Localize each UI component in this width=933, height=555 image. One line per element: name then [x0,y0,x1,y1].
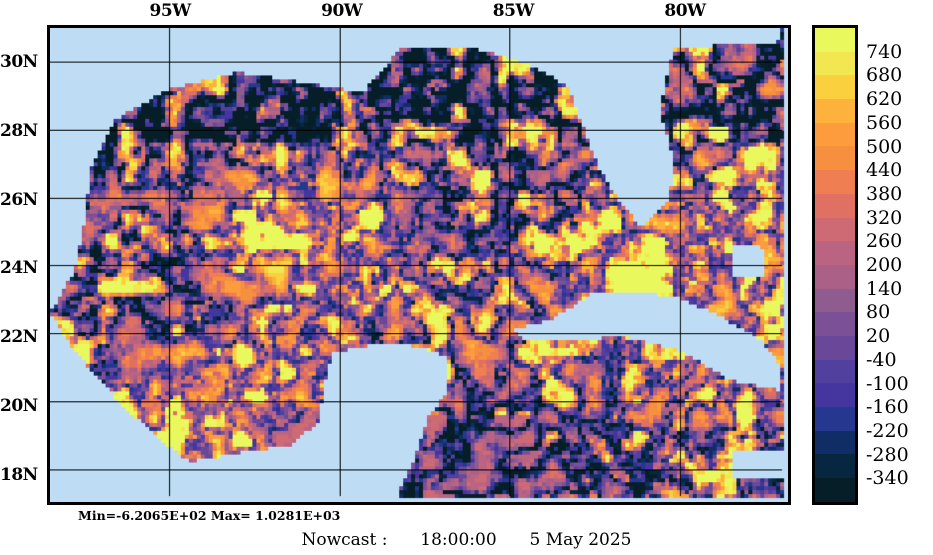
colorbar-band-3 [815,99,855,123]
nowcast-time: 18:00:00 [420,530,497,550]
colorbar-band-12 [815,312,855,336]
colorbar-tick-140: 140 [866,277,903,300]
lon-label-80w: 80W [664,1,706,21]
latitude-axis: 30N 28N 26N 24N 22N 20N 18N [0,0,45,555]
colorbar-tick-740: 740 [866,40,903,63]
lat-label-30n: 30N [0,52,38,73]
colorbar-tick-380: 380 [866,182,903,205]
colorbar-tick-neg280: -280 [866,443,909,466]
colorbar-band-16 [815,407,855,431]
nowcast-label: Nowcast : [301,530,388,550]
colorbar-band-9 [815,241,855,265]
colorbar-tick-labels: 740 680 620 560 500 440 380 320 260 200 140 80 20 -40… [866,25,933,505]
colorbar-tick-neg340: -340 [866,467,909,490]
map-plot-area[interactable] [47,25,791,505]
colorbar-tick-20: 20 [866,325,891,348]
colorbar-band-4 [815,122,855,147]
colorbar-tick-440: 440 [866,159,903,182]
lat-label-24n: 24N [0,258,38,279]
nowcast-date: 5 May 2025 [529,530,632,550]
colorbar [812,25,858,505]
lat-label-26n: 26N [0,189,38,210]
colorbar-tick-neg160: -160 [866,396,909,419]
colorbar-band-15 [815,383,855,407]
heatmap-field [50,28,788,502]
lat-label-28n: 28N [0,121,38,142]
lat-label-18n: 18N [0,464,38,485]
colorbar-band-19 [815,478,855,502]
colorbar-tick-neg100: -100 [866,372,909,395]
colorbar-band-0 [815,28,855,52]
lat-label-20n: 20N [0,395,38,416]
colorbar-band-5 [815,146,855,171]
colorbar-tick-620: 620 [866,88,903,111]
nowcast-caption: Nowcast : 18:00:00 5 May 2025 [0,530,933,550]
colorbar-band-13 [815,335,855,360]
lon-label-85w: 85W [492,1,535,21]
colorbar-band-8 [815,217,855,242]
colorbar-tick-320: 320 [866,206,903,229]
colorbar-band-7 [815,193,855,218]
colorbar-tick-560: 560 [866,111,903,134]
colorbar-band-1 [815,51,855,76]
colorbar-band-11 [815,288,855,313]
colorbar-band-10 [815,264,855,289]
colorbar-tick-260: 260 [866,230,903,253]
min-max-annotation: Min=-6.2065E+02 Max= 1.0281E+03 [78,508,341,523]
colorbar-tick-500: 500 [866,135,903,158]
colorbar-band-17 [815,430,855,455]
colorbar-tick-neg40: -40 [866,348,897,371]
colorbar-band-6 [815,170,855,194]
colorbar-band-14 [815,359,855,384]
colorbar-tick-680: 680 [866,64,903,87]
lat-label-22n: 22N [0,327,38,348]
colorbar-tick-neg220: -220 [866,419,909,442]
lon-label-95w: 95W [149,1,192,21]
colorbar-tick-80: 80 [866,301,891,324]
colorbar-band-18 [815,454,855,479]
lon-label-90w: 90W [321,1,363,21]
colorbar-band-2 [815,75,855,100]
colorbar-tick-200: 200 [866,254,903,276]
